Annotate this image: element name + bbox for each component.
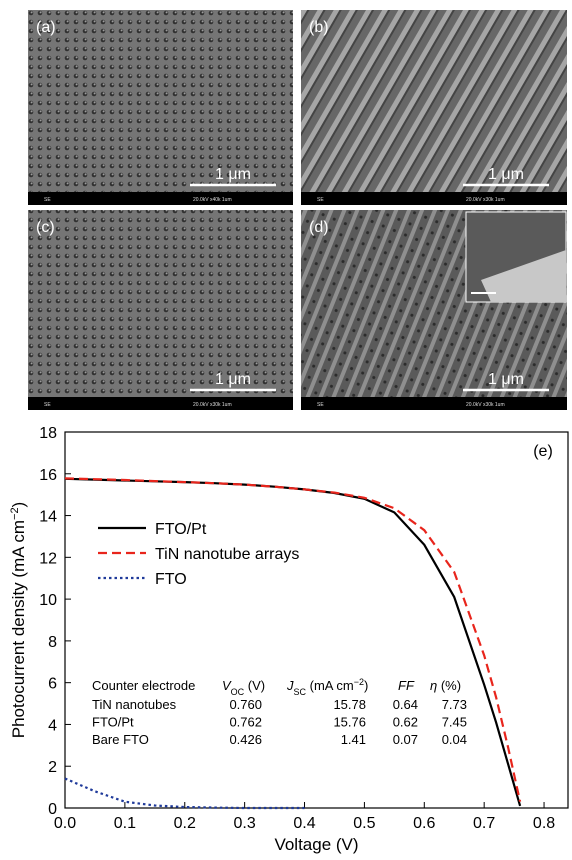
series-line (64, 477, 522, 802)
table-header-part: SC (294, 687, 307, 697)
table-cell: Bare FTO (92, 732, 149, 747)
y-tick-label: 12 (39, 550, 57, 567)
table-header-part: (V) (244, 678, 265, 693)
table-header: VOC (V) (222, 678, 265, 697)
y-tick-label: 2 (48, 759, 57, 776)
image-shade (28, 10, 293, 205)
table-cell: 0.07 (393, 732, 418, 747)
table-cell: 0.760 (229, 697, 262, 712)
info-left: SE (44, 402, 51, 408)
table-cell: 0.64 (393, 697, 418, 712)
table-header-part: V (222, 678, 232, 693)
panel-label: (d) (309, 219, 329, 236)
table-header-part: (%) (437, 678, 461, 693)
table-header: JSC (mA cm−2) (286, 677, 368, 697)
panel-label: (b) (309, 19, 329, 36)
y-axis-title-part: −2 (9, 507, 21, 520)
table-cell: 1.41 (341, 732, 366, 747)
y-tick-label: 6 (48, 676, 57, 693)
x-axis-title: Voltage (V) (274, 835, 358, 854)
info-left: SE (44, 197, 51, 203)
table-header-part: OC (231, 687, 245, 697)
image-shade (301, 10, 567, 205)
info-left: SE (317, 402, 324, 408)
y-tick-label: 16 (39, 467, 57, 484)
x-tick-label: 0.5 (353, 815, 375, 832)
x-tick-label: 0.7 (473, 815, 495, 832)
info-right: 20.0kV x30k 1um (466, 197, 505, 203)
legend-label: TiN nanotube arrays (155, 546, 299, 563)
sem-image (28, 10, 293, 205)
x-tick-label: 0.4 (293, 815, 315, 832)
table-header-part: J (286, 678, 294, 693)
y-tick-label: 10 (39, 592, 57, 609)
x-tick-label: 0.3 (234, 815, 256, 832)
table-cell: 0.62 (393, 715, 418, 730)
table-header: η (%) (430, 678, 461, 693)
y-axis-title-part: Photocurrent density (mA cm (9, 520, 28, 738)
info-right: 20.0kV x30k 1um (466, 402, 505, 408)
table-cell: 0.762 (229, 715, 262, 730)
y-tick-label: 4 (48, 717, 57, 734)
legend-label: FTO (155, 571, 187, 588)
table-header-part: FF (398, 678, 415, 693)
scale-label: 1 μm (488, 371, 524, 388)
sem-image (301, 10, 567, 205)
legend-label: FTO/Pt (155, 521, 207, 538)
info-bar (28, 192, 293, 205)
table-cell: TiN nanotubes (92, 697, 177, 712)
info-bar (28, 397, 293, 410)
info-bar (301, 397, 567, 410)
table-cell: 0.426 (229, 732, 262, 747)
table-header: Counter electrode (92, 678, 195, 693)
table-cell: 7.73 (442, 697, 467, 712)
x-tick-label: 0.0 (54, 815, 76, 832)
y-tick-label: 0 (48, 801, 57, 818)
plot-frame (64, 431, 569, 809)
panel-label: (a) (36, 19, 56, 36)
table-header-part: (mA cm (306, 678, 354, 693)
y-tick-label: 8 (48, 634, 57, 651)
y-tick-label: 18 (39, 425, 57, 442)
panel-label: (e) (533, 443, 553, 460)
scale-label: 1 μm (488, 166, 524, 183)
table-header-part: η (430, 678, 437, 693)
table-header-part: Counter electrode (92, 678, 195, 693)
y-axis-title-part: ) (9, 502, 28, 508)
info-bar (301, 192, 567, 205)
info-right: 20.0kV x40k 1um (193, 197, 232, 203)
info-right: 20.0kV x30k 1um (193, 402, 232, 408)
info-left: SE (317, 197, 324, 203)
x-tick-label: 0.1 (114, 815, 136, 832)
scale-label: 1 μm (215, 166, 251, 183)
inset-feature (481, 250, 566, 302)
y-axis-title: Photocurrent density (mA cm−2) (9, 502, 28, 738)
series-line (64, 777, 305, 810)
scale-label: 1 μm (215, 371, 251, 388)
table-header-part: ) (364, 678, 368, 693)
x-tick-label: 0.6 (413, 815, 435, 832)
table-cell: 7.45 (442, 715, 467, 730)
table-cell: 0.04 (442, 732, 467, 747)
sem-image (28, 210, 293, 410)
image-shade (28, 210, 293, 410)
table-cell: 15.78 (333, 697, 366, 712)
y-tick-label: 14 (39, 509, 57, 526)
table-header: FF (398, 678, 415, 693)
x-tick-label: 0.2 (174, 815, 196, 832)
x-tick-label: 0.8 (533, 815, 555, 832)
table-cell: FTO/Pt (92, 715, 134, 730)
table-header-part: −2 (354, 677, 364, 687)
table-cell: 15.76 (333, 715, 366, 730)
panel-label: (c) (36, 219, 55, 236)
